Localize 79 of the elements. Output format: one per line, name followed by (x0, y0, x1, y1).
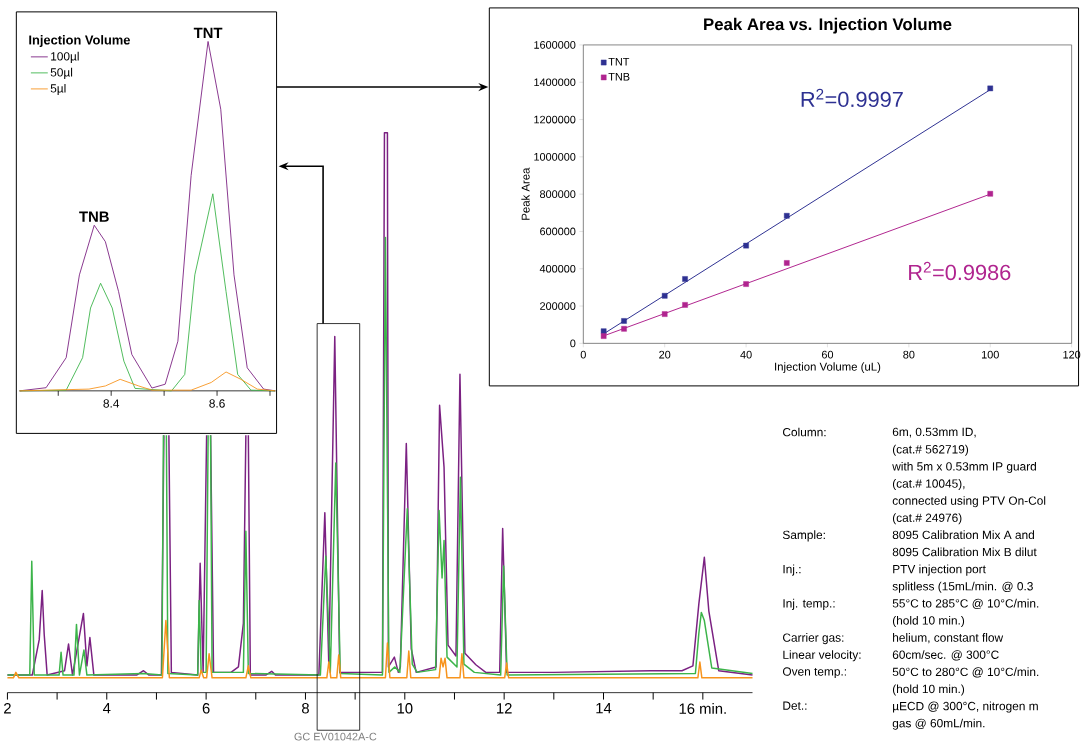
legend-label: 100µl (51, 51, 79, 63)
text: (hold 10 min.) (892, 615, 965, 627)
y-tick-label: 800000 (540, 190, 576, 198)
point (987, 85, 994, 92)
point (784, 260, 790, 266)
text: (cat.# 562719) (892, 444, 969, 456)
text: 50°C to 280°C @ 10°C/min. (892, 667, 1039, 678)
text: 55°C to 285°C @ 10°C/min. (892, 598, 1039, 610)
text: Det.: (783, 701, 807, 710)
x-tick-label: 4 (102, 703, 111, 714)
point (987, 190, 994, 197)
text: Sample: (782, 530, 825, 542)
x-tick-label: 60 (821, 350, 834, 359)
x-tick-label: 0 (580, 350, 586, 359)
legend-title: Injection Volume (29, 35, 130, 48)
x-tick-label: 16 min. (679, 703, 726, 714)
text: Oven temp.: (782, 667, 846, 679)
text: 60cm/sec. @ 300°C (892, 650, 999, 661)
point (682, 276, 688, 282)
y-tick-label: 400000 (539, 264, 576, 273)
text: 8095 Calibration Mix B dilut (892, 547, 1037, 557)
x-tick-label: 100 (981, 350, 999, 359)
text: 6m, 0.53mm ID, (892, 427, 976, 438)
x-tick-label: 12 (497, 703, 512, 714)
text: (hold 10 min.) (892, 684, 965, 696)
text: (cat.# 24976) (892, 513, 962, 525)
legend-label: TNT (608, 58, 630, 66)
text: with 5m x 0.53mm IP guard (892, 461, 1036, 473)
chart-title: Peak Area vs. Injection Volume (704, 17, 952, 34)
x-tick-label: 8 (301, 703, 309, 714)
point (661, 292, 668, 299)
x-axis-title: Injection Volume (uL) (775, 362, 881, 373)
legend-label: 5µl (50, 83, 66, 95)
text: Inj.: (783, 564, 801, 576)
x-tick-label: 8.6 (209, 399, 225, 408)
point (621, 318, 627, 324)
annotation: R$^{2}$=0.9986 (909, 261, 1011, 281)
point (600, 333, 607, 339)
text: GC EV01042A-C (294, 732, 377, 741)
annotation: TNB (79, 211, 109, 222)
text: splitless (15mL/min. @ 0.3 (892, 581, 1033, 593)
x-tick-label: 40 (740, 350, 752, 359)
point (682, 302, 688, 308)
y-tick-label: 1600000 (534, 41, 576, 49)
y-tick-label: 1000000 (534, 152, 576, 161)
y-tick-label: 1400000 (534, 78, 576, 87)
text: (cat.# 10045), (892, 478, 965, 491)
text: helium, constant flow (893, 633, 1004, 644)
x-tick-label: 2 (4, 703, 11, 714)
text: gas @ 60mL/min. (892, 718, 985, 730)
text: PTV injection port (893, 564, 986, 576)
text: Inj. temp.: (783, 598, 835, 610)
x-tick-label: 10 (397, 703, 413, 714)
point (600, 328, 607, 334)
point (784, 212, 790, 219)
point (743, 281, 749, 287)
text: Carrier gas: (783, 633, 844, 645)
y-tick-label: 600000 (540, 227, 576, 236)
y-tick-label: 200000 (540, 302, 576, 310)
point (621, 326, 627, 332)
y-axis-title: Peak Area (521, 167, 530, 220)
text: connected using PTV On-Col (892, 496, 1046, 508)
y-tick-label: 1200000 (534, 115, 576, 124)
legend-label: 50µl (50, 67, 73, 79)
annotation: TNT (193, 27, 223, 38)
text: 8095 Calibration Mix A and (892, 530, 1034, 540)
y-tick-label: 0 (570, 339, 576, 348)
x-tick-label: 8.4 (103, 399, 120, 408)
annotation: R$^{2}$=0.9997 (801, 88, 903, 108)
x-tick-label: 20 (659, 350, 671, 359)
x-tick-label: 80 (903, 350, 915, 359)
text: Column: (783, 427, 826, 437)
point (743, 242, 749, 249)
text: Linear velocity: (783, 650, 861, 662)
text: µECD @ 300°C, nitrogen m (893, 701, 1038, 713)
x-tick-label: 14 (596, 703, 612, 714)
point (661, 311, 668, 317)
x-tick-label: 6 (202, 703, 210, 714)
legend-label: TNB (608, 72, 630, 81)
